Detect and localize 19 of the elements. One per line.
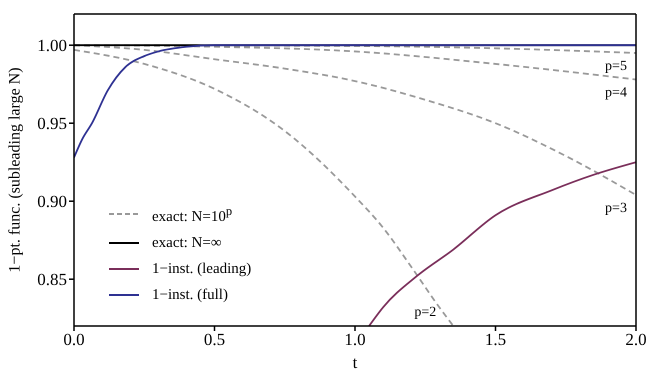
y-tick-label: 0.90	[37, 192, 67, 212]
x-tick-label: 1.5	[484, 330, 506, 350]
annotation: p=5	[605, 59, 627, 74]
y-tick-label: 0.85	[37, 270, 67, 290]
annotation: p=3	[605, 200, 627, 216]
x-tick-label: 1.0	[344, 330, 366, 350]
y-tick-label: 1.00	[37, 36, 67, 56]
annotation: p=2	[414, 305, 436, 320]
y-tick-label: 0.95	[37, 114, 67, 134]
legend-label: exact: N=10$^{p}$	[152, 203, 232, 227]
legend-label: 1−inst. (full)	[152, 286, 228, 305]
x-tick-label: 0.0	[63, 330, 85, 350]
y-axis-title: 1−pt. func. (subleading large N)	[6, 67, 24, 273]
x-tick-label: 0.5	[204, 330, 226, 350]
legend-label: exact: N=∞	[152, 234, 222, 253]
x-tick-label: 2.0	[625, 330, 647, 350]
legend-label: 1−inst. (leading)	[152, 260, 252, 279]
annotation: p=4	[605, 86, 627, 101]
x-axis-title: t	[352, 353, 358, 372]
